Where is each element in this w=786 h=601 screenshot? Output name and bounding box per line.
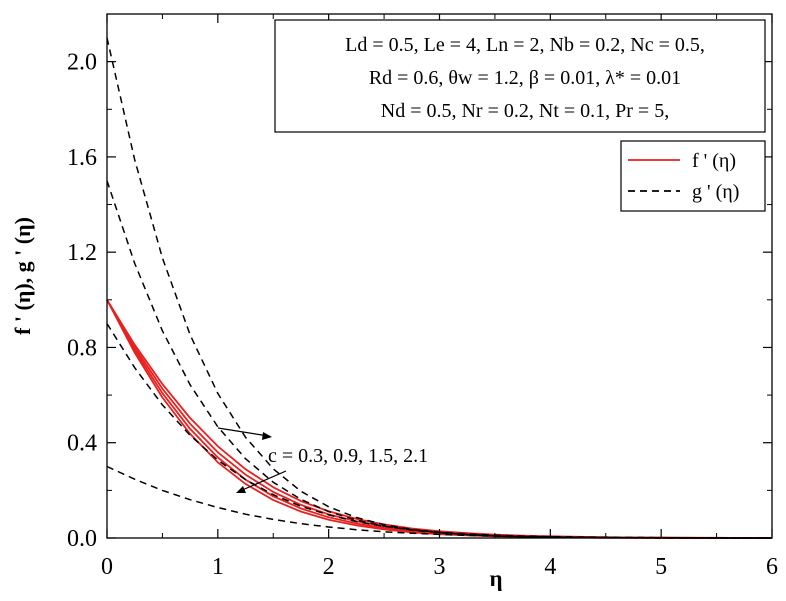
legend-frame: [620, 140, 766, 212]
y-tick-label: 1.2: [67, 240, 97, 266]
parameters-line-2: Rd = 0.6, θw = 1.2, β = 0.01, λ* = 0.01: [369, 67, 681, 89]
x-tick-label: 6: [766, 554, 778, 580]
parameters-line-1: Ld = 0.5, Le = 4, Ln = 2, Nb = 0.2, Nc =…: [345, 34, 705, 56]
g-prime-line-c-0-9: [106, 323, 772, 539]
parameters-box: Ld = 0.5, Le = 4, Ln = 2, Nb = 0.2, Nc =…: [274, 19, 766, 133]
x-axis-ticks: 0 1 2 3 4 5 6: [101, 14, 778, 580]
y-tick-label: 0.8: [67, 335, 97, 361]
annotation-arrow-upper: [217, 427, 269, 437]
x-tick-label: 5: [655, 554, 667, 580]
f-prime-line-c-0-3: [106, 299, 772, 539]
y-tick-label: 0.0: [67, 526, 97, 552]
parameters-box-frame: [274, 19, 766, 133]
y-tick-label: 1.6: [67, 145, 97, 171]
parameters-line-3: Nd = 0.5, Nr = 0.2, Nt = 0.1, Pr = 5,: [381, 100, 669, 122]
annotation-arrow-lower: [239, 470, 287, 492]
x-axis-label: η: [489, 566, 502, 591]
f-prime-line-c-2-1: [106, 299, 772, 539]
y-tick-label: 2.0: [67, 50, 97, 76]
y-tick-label: 0.4: [67, 431, 97, 457]
x-tick-label: 4: [544, 554, 556, 580]
annotation-text: c = 0.3, 0.9, 1.5, 2.1: [268, 445, 428, 467]
x-tick-label: 0: [101, 554, 113, 580]
legend: f ' (η) g ' (η): [620, 140, 766, 212]
g-prime-line-c-1-5: [106, 180, 772, 539]
c-annotation: c = 0.3, 0.9, 1.5, 2.1: [217, 427, 428, 493]
legend-label-f: f ' (η): [692, 150, 736, 172]
x-tick-label: 2: [323, 554, 335, 580]
legend-label-g: g ' (η): [692, 181, 739, 203]
annotation-arrowhead-lower: [236, 486, 246, 493]
x-tick-label: 3: [434, 554, 446, 580]
annotation-arrowhead-upper: [262, 432, 272, 440]
f-prime-line-c-1-5: [106, 299, 772, 539]
g-prime-line-c-0-3: [106, 465, 772, 539]
f-prime-line-c-0-9: [106, 299, 772, 539]
y-axis-label: f ' (η), g ' (η): [10, 217, 35, 335]
x-tick-label: 1: [212, 554, 224, 580]
